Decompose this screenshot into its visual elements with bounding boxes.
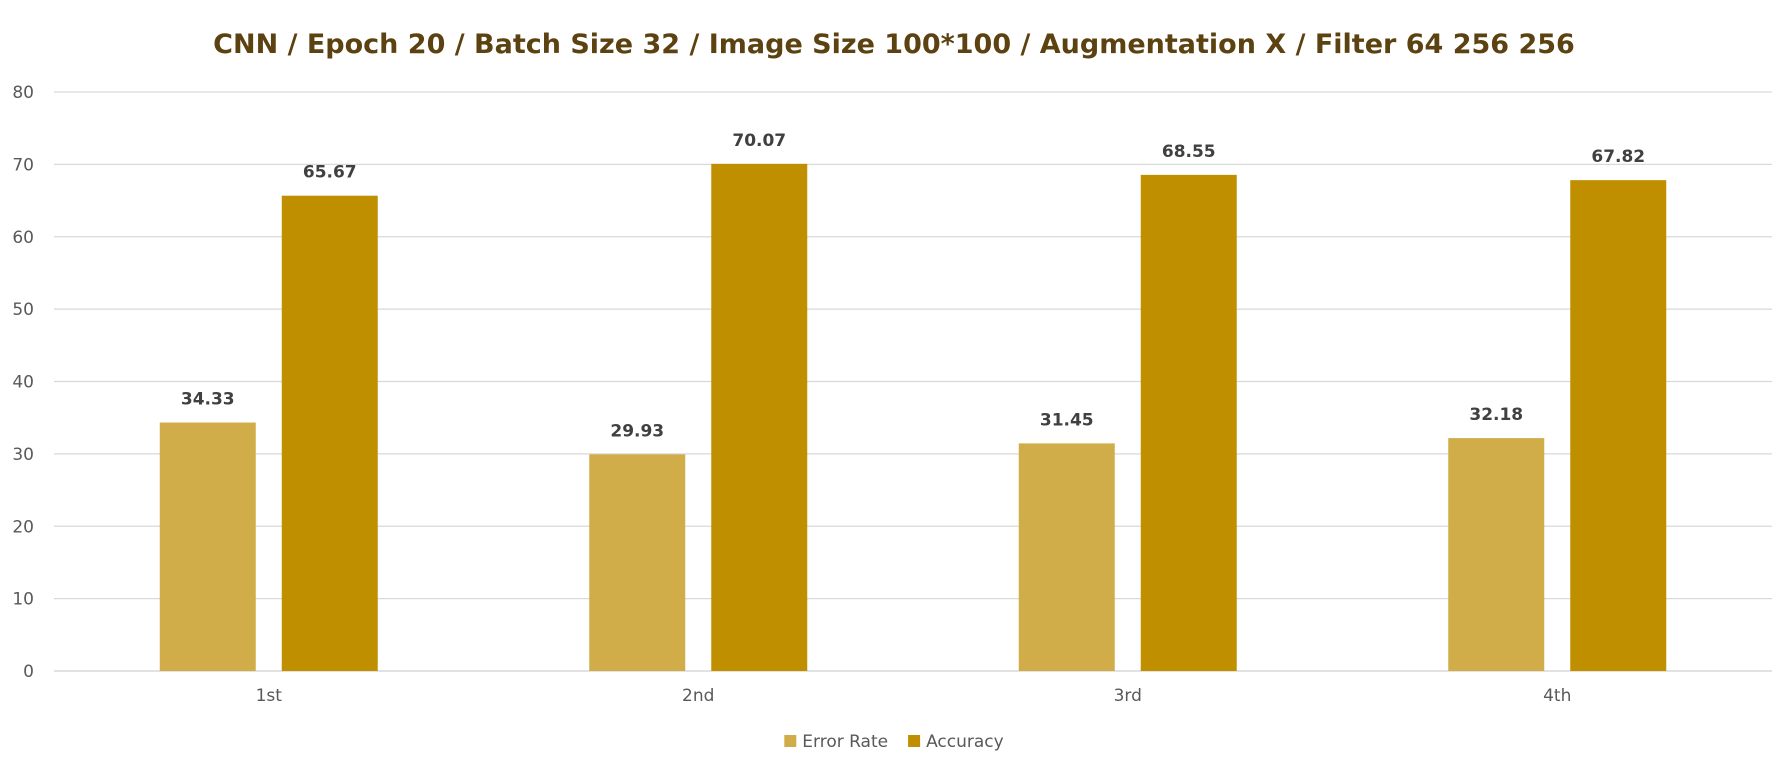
y-tick-label: 30 xyxy=(12,445,34,465)
data-label: 29.93 xyxy=(610,421,664,441)
data-label: 70.07 xyxy=(732,131,786,151)
data-label: 67.82 xyxy=(1591,147,1645,167)
y-tick-label: 0 xyxy=(23,662,34,682)
bar-error-rate xyxy=(1448,438,1545,671)
bar-accuracy xyxy=(281,195,378,671)
y-tick-label: 20 xyxy=(12,517,34,537)
y-tick-label: 50 xyxy=(12,300,34,320)
legend-label: Error Rate xyxy=(802,732,888,752)
legend-item: Accuracy xyxy=(908,732,1004,752)
x-tick-label: 3rd xyxy=(1114,686,1142,706)
chart-title: CNN / Epoch 20 / Batch Size 32 / Image S… xyxy=(213,29,1575,60)
x-tick-label: 1st xyxy=(256,686,283,706)
bar-accuracy xyxy=(711,163,808,671)
y-axis: 0 10 20 30 40 50 60 70 80 xyxy=(12,83,34,682)
legend-item: Error Rate xyxy=(784,732,888,752)
bar-accuracy xyxy=(1140,174,1237,671)
data-label: 31.45 xyxy=(1040,410,1094,430)
y-tick-label: 40 xyxy=(12,373,34,393)
data-label: 32.18 xyxy=(1469,405,1523,425)
x-tick-label: 2nd xyxy=(682,686,714,706)
y-tick-label: 10 xyxy=(12,590,34,610)
bar-error-rate xyxy=(159,422,256,671)
x-tick-label: 4th xyxy=(1543,686,1571,706)
legend-label: Accuracy xyxy=(926,732,1004,752)
data-label: 34.33 xyxy=(181,390,235,410)
legend-swatch xyxy=(784,735,797,747)
bars: 34.33 65.67 29.93 70.07 31.45 68.55 32.18 67.82 xyxy=(159,131,1667,671)
bar-accuracy xyxy=(1570,180,1667,671)
y-tick-label: 60 xyxy=(12,228,34,248)
legend: Error Rate Accuracy xyxy=(784,732,1004,752)
data-label: 65.67 xyxy=(303,163,357,183)
y-tick-label: 80 xyxy=(12,83,34,103)
x-axis: 1st 2nd 3rd 4th xyxy=(256,686,1572,706)
data-label: 68.55 xyxy=(1162,142,1216,162)
y-tick-label: 70 xyxy=(12,155,34,175)
legend-swatch xyxy=(908,735,921,747)
bar-error-rate xyxy=(1018,443,1115,671)
bar-error-rate xyxy=(589,454,686,671)
